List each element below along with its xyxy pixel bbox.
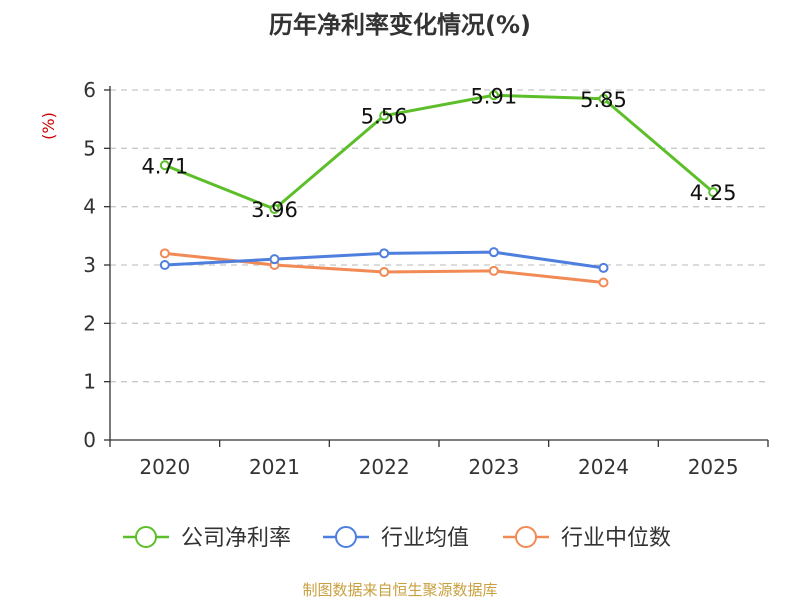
y-tick-label: 6	[83, 78, 96, 102]
y-tick-label: 4	[83, 195, 96, 219]
data-point	[708, 187, 719, 198]
legend-marker	[515, 526, 537, 548]
data-point	[598, 277, 609, 288]
data-point	[269, 254, 280, 265]
series-line-0	[164, 93, 715, 211]
legend-marker	[135, 526, 157, 548]
data-point	[159, 248, 170, 259]
series-lines	[159, 90, 719, 288]
axes: 0 1 2 3 4 5 6 2020 2021 2022 2023 2024 2025	[83, 78, 769, 479]
legend-label: 公司净利率	[181, 526, 291, 551]
data-point	[379, 267, 390, 277]
data-point	[488, 265, 499, 276]
chart-title: 历年净利率变化情况(%)	[269, 11, 531, 39]
data-label: 4.25	[690, 181, 737, 205]
x-tick-label: 2025	[688, 455, 739, 479]
y-tick-label: 1	[83, 370, 96, 394]
data-label: 3.96	[251, 198, 298, 222]
data-point	[159, 260, 170, 270]
legend-label: 行业均值	[381, 526, 469, 551]
data-label: 4.71	[141, 154, 188, 178]
x-tick-label: 2021	[249, 455, 300, 479]
data-point	[488, 90, 499, 101]
data-label: 5.91	[470, 84, 517, 108]
y-tick-label: 2	[83, 311, 96, 335]
x-tick-label: 2024	[578, 455, 629, 479]
data-point	[598, 93, 609, 104]
grid-lines	[110, 89, 768, 383]
data-point	[488, 247, 499, 258]
y-tick-label: 5	[83, 136, 96, 160]
data-label: 5.85	[580, 88, 627, 112]
y-tick-label: 0	[83, 428, 96, 452]
legend-label: 行业中位数	[561, 526, 671, 551]
data-point	[598, 262, 609, 273]
source-note: 制图数据来自恒生聚源数据库	[302, 581, 497, 599]
y-tick-label: 3	[83, 253, 96, 277]
data-point	[269, 204, 280, 214]
x-tick-label: 2022	[359, 455, 410, 479]
data-point	[379, 248, 390, 259]
data-label: 5.56	[361, 105, 408, 129]
y-axis-label: (%)	[39, 112, 58, 140]
legend: 公司净利率 行业均值 行业中位数	[123, 526, 671, 551]
x-tick-label: 2020	[139, 455, 190, 479]
data-point	[379, 110, 390, 121]
data-labels: 4.71 3.96 5.56 5.91 5.85 4.25	[141, 84, 736, 222]
x-tick-label: 2023	[468, 455, 519, 479]
legend-marker	[335, 526, 357, 548]
data-point	[159, 160, 170, 171]
